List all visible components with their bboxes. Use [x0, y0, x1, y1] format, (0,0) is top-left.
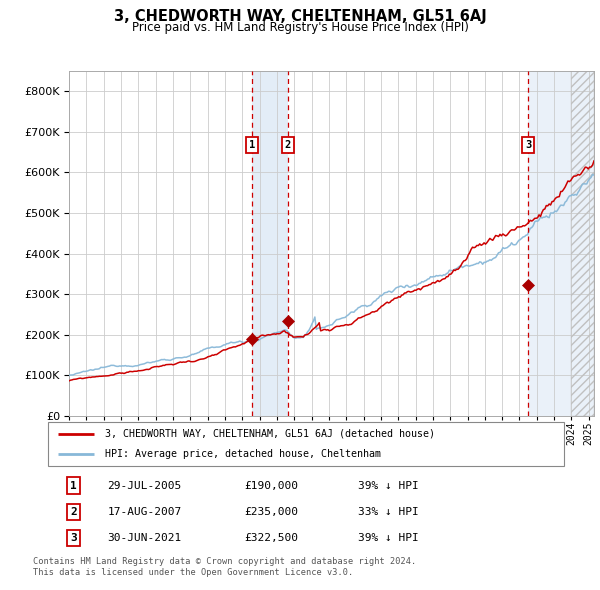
Text: £235,000: £235,000: [244, 507, 298, 517]
Text: This data is licensed under the Open Government Licence v3.0.: This data is licensed under the Open Gov…: [33, 568, 353, 576]
Text: £190,000: £190,000: [244, 480, 298, 490]
Bar: [528, 71, 594, 416]
Text: 29-JUL-2005: 29-JUL-2005: [107, 480, 182, 490]
Text: 3, CHEDWORTH WAY, CHELTENHAM, GL51 6AJ: 3, CHEDWORTH WAY, CHELTENHAM, GL51 6AJ: [113, 9, 487, 24]
Text: Price paid vs. HM Land Registry's House Price Index (HPI): Price paid vs. HM Land Registry's House …: [131, 21, 469, 34]
Text: 39% ↓ HPI: 39% ↓ HPI: [358, 480, 418, 490]
Text: Contains HM Land Registry data © Crown copyright and database right 2024.: Contains HM Land Registry data © Crown c…: [33, 557, 416, 566]
Text: £322,500: £322,500: [244, 533, 298, 543]
Text: 1: 1: [249, 140, 255, 150]
FancyBboxPatch shape: [48, 422, 564, 466]
Text: 2: 2: [70, 507, 77, 517]
Bar: [252, 71, 288, 416]
Text: 1: 1: [70, 480, 77, 490]
Text: 3: 3: [525, 140, 531, 150]
Text: 33% ↓ HPI: 33% ↓ HPI: [358, 507, 418, 517]
Text: 3: 3: [70, 533, 77, 543]
Text: 17-AUG-2007: 17-AUG-2007: [107, 507, 182, 517]
Text: 3, CHEDWORTH WAY, CHELTENHAM, GL51 6AJ (detached house): 3, CHEDWORTH WAY, CHELTENHAM, GL51 6AJ (…: [105, 429, 435, 439]
Text: HPI: Average price, detached house, Cheltenham: HPI: Average price, detached house, Chel…: [105, 449, 381, 459]
Text: 30-JUN-2021: 30-JUN-2021: [107, 533, 182, 543]
Text: 39% ↓ HPI: 39% ↓ HPI: [358, 533, 418, 543]
Text: 2: 2: [285, 140, 291, 150]
